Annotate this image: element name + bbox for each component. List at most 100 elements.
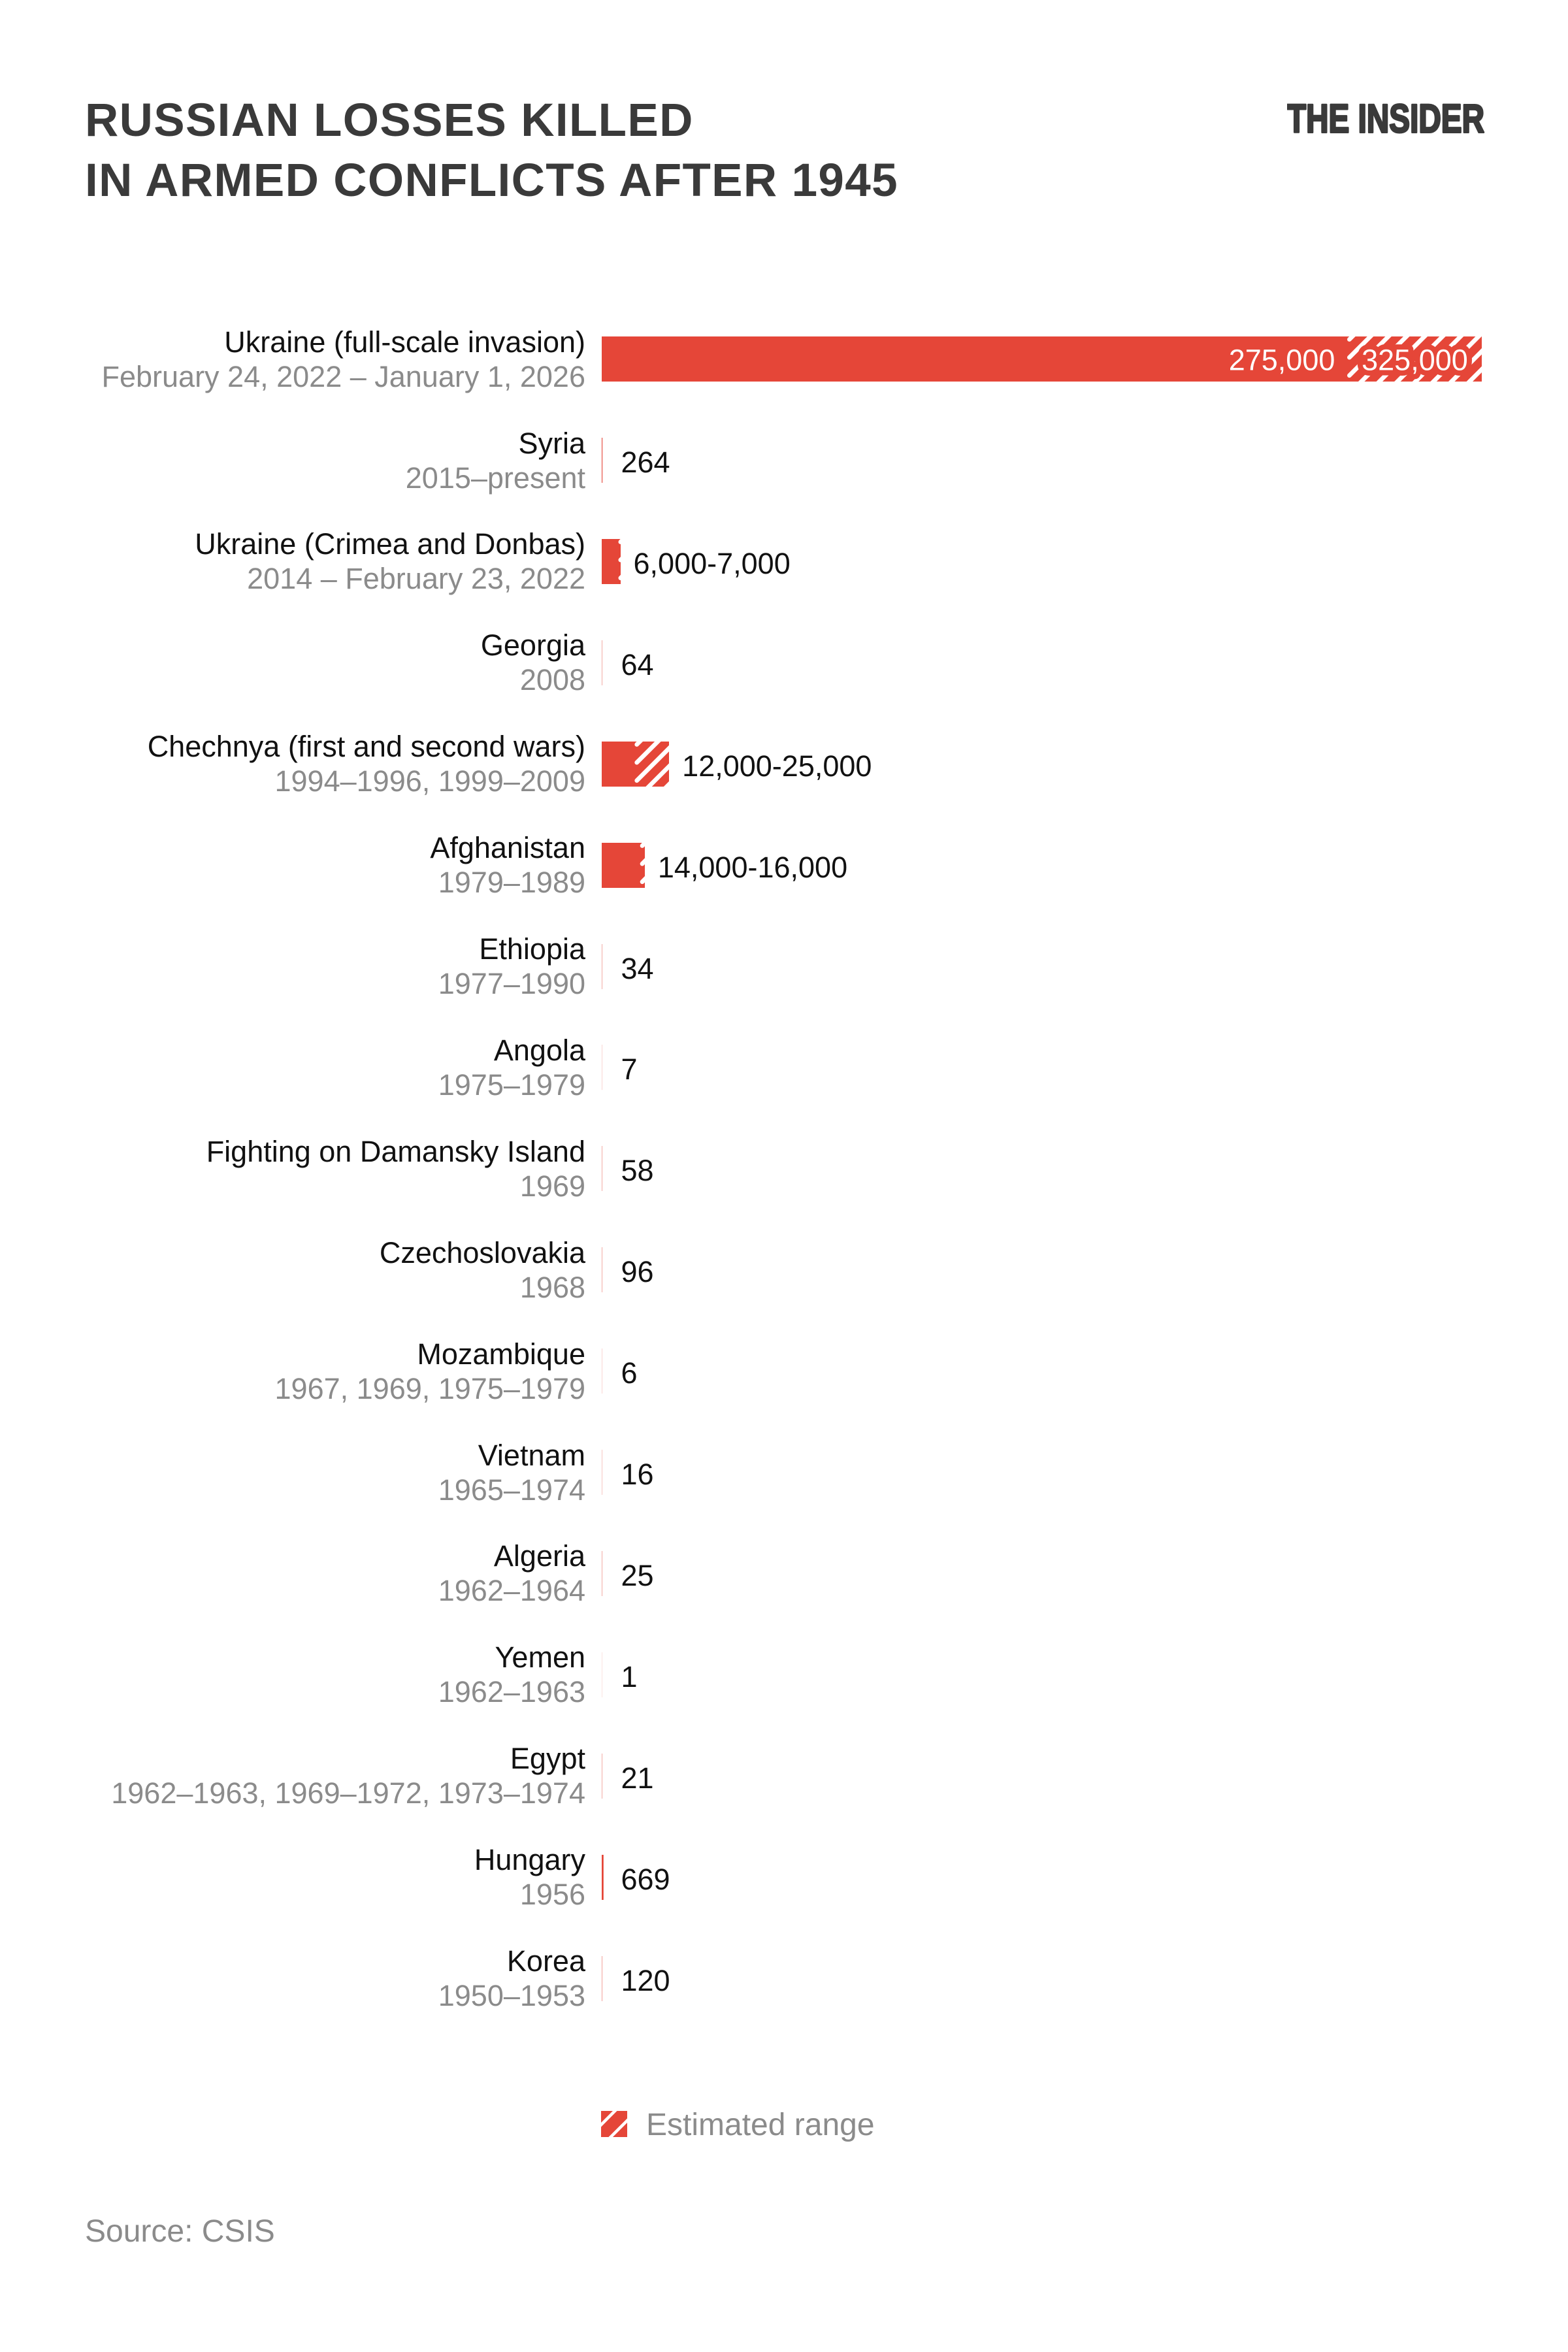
bar — [601, 640, 602, 685]
hatch-stripe — [1347, 336, 1392, 378]
row-value: 6,000-7,000 — [633, 546, 791, 580]
row-value: 6 — [621, 1356, 638, 1390]
row-name: Hungary — [474, 1843, 585, 1877]
row-value: 96 — [621, 1255, 654, 1289]
bar — [601, 1146, 602, 1192]
brand-logo-text: THE INSIDER — [1287, 96, 1484, 140]
row-value: 120 — [621, 1963, 670, 1997]
row-label: Yemen 1962–1963 — [438, 1640, 585, 1709]
row-label: Egypt 1962–1963, 1969–1972, 1973–1974 — [111, 1741, 585, 1810]
estimated-range-swatch-icon — [601, 2111, 627, 2137]
row-name: Czechoslovakia — [379, 1235, 585, 1269]
row-dates: 1994–1996, 1999–2009 — [274, 764, 586, 798]
row-label: Afghanistan 1979–1989 — [430, 830, 585, 900]
row-dates: 1967, 1969, 1975–1979 — [274, 1371, 585, 1405]
bar: 275,000 325,000 — [601, 336, 1482, 382]
row-name: Yemen — [495, 1641, 585, 1674]
row-label: Mozambique 1967, 1969, 1975–1979 — [275, 1337, 585, 1406]
hatch-stripe — [1347, 336, 1373, 360]
row-label: Vietnam 1965–1974 — [438, 1438, 585, 1507]
row-dates: 1965–1974 — [438, 1473, 585, 1507]
hatch-stripe — [1394, 336, 1446, 382]
hatch-stripe — [645, 762, 670, 787]
row-name: Chechnya (first and second wars) — [147, 730, 585, 764]
row-name: Egypt — [510, 1742, 585, 1776]
row-dates: 1962–1963 — [438, 1675, 585, 1709]
row-dates: 1968 — [519, 1270, 585, 1304]
page-title: RUSSIAN LOSSES KILLED IN ARMED CONFLICTS… — [85, 91, 898, 211]
row-value: 16 — [621, 1458, 654, 1491]
row-label: Syria 2015–present — [406, 426, 585, 495]
hatch-stripe — [634, 744, 670, 783]
bar-rect — [601, 842, 645, 888]
row-value: 669 — [621, 1862, 670, 1896]
bar — [601, 1045, 602, 1090]
row-name: Ukraine (Crimea and Donbas) — [195, 527, 585, 561]
hatch-stripe — [1465, 365, 1482, 382]
bar — [601, 1652, 602, 1697]
bar — [601, 1955, 602, 2001]
row-dates: 1977–1990 — [438, 967, 585, 1000]
row-value: 14,000-16,000 — [657, 850, 848, 884]
source-note: Source: CSIS — [85, 2214, 275, 2249]
bar-value-min: 275,000 — [1228, 344, 1335, 377]
row-value: 21 — [621, 1761, 654, 1795]
bar-rect — [601, 1854, 604, 1900]
row-value: 1 — [621, 1659, 638, 1693]
row-label: Ukraine (Crimea and Donbas) 2014 – Februa… — [195, 527, 585, 596]
row-dates: 1979–1989 — [438, 866, 585, 900]
bar — [601, 1550, 602, 1597]
hatch-stripe — [1358, 336, 1409, 382]
row-dates: 1956 — [519, 1878, 585, 1912]
legend-swatch-stripe — [608, 2118, 627, 2137]
row-dates: 2014 – February 23, 2022 — [247, 562, 585, 596]
row-dates: 1969 — [519, 1169, 585, 1203]
hatch-stripe — [634, 741, 661, 765]
row-label: Ethiopia 1977–1990 — [438, 932, 585, 1001]
bar — [601, 1854, 604, 1900]
bar-value-max: 325,000 — [1362, 344, 1468, 377]
row-label: Chechnya (first and second wars) 1994–199… — [148, 729, 585, 798]
row-dates: February 24, 2022 – January 1, 2026 — [101, 359, 585, 393]
hatch-stripe — [1412, 336, 1463, 382]
page-title-line1: RUSSIAN LOSSES KILLED — [85, 95, 694, 146]
row-value: 7 — [621, 1053, 638, 1086]
hatch-stripe — [1375, 336, 1428, 382]
row-name: Syria — [518, 426, 585, 460]
row-label: Fighting on Damansky Island 1969 — [206, 1134, 585, 1203]
row-value: 34 — [621, 951, 654, 985]
hatch-stripe — [1448, 348, 1482, 382]
bar-rect — [601, 336, 1482, 382]
row-label: Czechoslovakia 1968 — [380, 1235, 585, 1305]
hatch-stripe — [634, 741, 643, 747]
row-dates: 1975–1979 — [438, 1068, 585, 1102]
row-label: Algeria 1962–1964 — [438, 1539, 585, 1608]
row-dates: 1950–1953 — [438, 1979, 585, 2012]
row-name: Ukraine (full-scale invasion) — [224, 325, 585, 359]
row-name: Algeria — [493, 1539, 585, 1573]
hatch-stripe — [640, 842, 645, 848]
page-title-line2: IN ARMED CONFLICTS AFTER 1945 — [85, 155, 898, 206]
bar — [601, 1753, 602, 1799]
bar-rect — [601, 538, 621, 585]
row-name: Ethiopia — [479, 932, 585, 966]
bar — [601, 943, 602, 989]
row-value: 12,000-25,000 — [682, 749, 872, 783]
bar — [601, 741, 670, 787]
row-value: 58 — [621, 1154, 654, 1188]
bar — [601, 842, 645, 888]
row-label: Angola 1975–1979 — [438, 1033, 585, 1102]
row-name: Angola — [493, 1033, 585, 1067]
row-value: 264 — [621, 446, 670, 479]
row-value: 64 — [621, 647, 654, 681]
row-dates: 2008 — [519, 663, 585, 697]
row-label: Georgia 2008 — [481, 628, 585, 697]
legend-label: Estimated range — [646, 2108, 875, 2142]
row-dates: 1962–1964 — [438, 1574, 585, 1608]
row-name: Korea — [506, 1944, 585, 1978]
row-name: Fighting on Damansky Island — [206, 1134, 585, 1168]
row-dates: 2015–present — [405, 461, 585, 495]
bar — [601, 1450, 602, 1495]
bar — [601, 538, 621, 585]
